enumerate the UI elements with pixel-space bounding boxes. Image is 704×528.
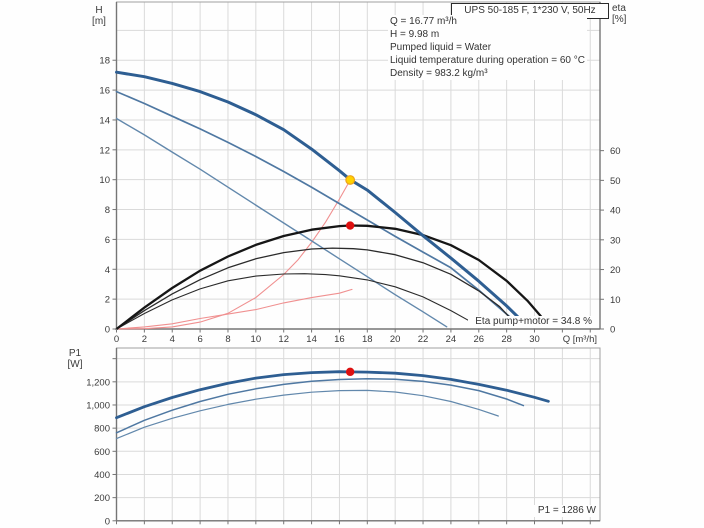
y-tick-label-left: 14 [99,115,110,126]
x-tick-label: 12 [278,334,289,345]
y-tick-label-right: 60 [610,146,621,157]
p1-axis-label-unit: [W] [67,359,83,370]
duty-point-p1 [345,367,355,377]
x-tick-label: 26 [473,334,484,345]
eta-axis-label-symbol: eta [612,3,626,14]
x-axis-unit-label: Q [m³/h] [563,334,597,345]
p1-curve-speed1 [115,389,499,440]
x-tick-label: 24 [446,334,457,345]
y-tick-label-left: 12 [99,145,110,156]
p1-value-annotation: P1 = 1286 W [528,505,598,517]
eta-value-annotation: Eta pump+motor = 34.8 % [468,316,594,328]
system-curve [115,179,351,330]
eta-axis-label-unit: [%] [612,14,627,25]
pump-curve-speed2 [115,90,522,327]
y-tick-label-right: 20 [610,265,621,276]
plot-border [116,347,601,522]
eta-curve-speed3 [115,224,545,331]
x-tick-label: 28 [501,334,512,345]
x-tick-label: 6 [197,334,202,345]
duty-point-eta [345,221,355,230]
info-line-temperature: Liquid temperature during operation = 60… [390,55,585,66]
y-tick-label-right: 50 [610,176,621,187]
duty-point-info-panel: Q = 16.77 m³/h H = 9.98 m Pumped liquid … [388,15,587,80]
x-tick-label: 20 [390,334,401,345]
p1-curve-speed3 [115,370,550,420]
p1-axis-label: P1 [W] [60,348,90,370]
h-axis-label-symbol: H [95,5,103,16]
p1-axis-label-symbol: P1 [68,348,82,359]
h-axis-label: H [m] [84,5,114,27]
y-tick-label-left: 0 [105,516,110,527]
y-tick-label-left: 8 [105,205,110,216]
x-tick-label: 18 [362,334,373,345]
x-tick-label: 0 [114,334,119,345]
p1-curve-speed2 [115,377,525,434]
x-tick-label: 30 [529,334,540,345]
x-tick-label: 16 [334,334,345,345]
y-tick-label-right: 0 [610,325,615,336]
x-tick-label: 4 [170,334,175,345]
duty-point-qh [345,175,356,185]
y-tick-label-left: 4 [105,265,110,276]
y-tick-label-left: 200 [94,493,110,504]
y-tick-label-left: 400 [94,470,110,481]
h-axis-label-unit: [m] [92,16,106,27]
info-line-density: Density = 983.2 kg/m³ [390,68,488,79]
info-line-liquid: Pumped liquid = Water [390,42,492,53]
eta-curve-speed1 [115,273,470,330]
x-tick-label: 22 [418,334,429,345]
p1-chart-canvas: 0 200 400 600 800 1,000 1,200 [86,347,601,527]
y-tick-label-right: 30 [610,235,621,246]
y-tick-label-left: 1,200 [86,377,110,388]
pump-curve-speed3 [115,70,525,324]
y-tick-label-left: 6 [105,235,110,246]
pump-curve-speed1 [115,117,448,328]
y-tick-label-left: 800 [94,424,110,435]
info-line-head: H = 9.98 m [390,29,440,40]
x-tick-label: 2 [142,334,147,345]
y-tick-label-left: 1,000 [86,400,110,411]
y-tick-label-left: 10 [99,175,110,186]
eta-axis-label: eta [%] [612,3,642,25]
y-tick-label-right: 40 [610,206,621,217]
eta-curve-speed2 [115,247,512,330]
y-tick-label-left: 0 [105,325,110,336]
y-tick-label-left: 16 [99,86,110,97]
y-tick-label-left: 2 [105,295,110,306]
info-line-flow: Q = 16.77 m³/h [390,16,457,27]
x-tick-label: 10 [251,334,262,345]
x-tick-label: 8 [225,334,230,345]
qh-eta-chart-canvas: 0 2 4 6 8 10 12 14 16 18 20 22 24 26 28 30 Q [m³/h]02468… [99,1,621,345]
x-tick-label: 14 [306,334,317,345]
y-tick-label-left: 600 [94,447,110,458]
system-curve-low [115,288,353,330]
y-tick-label-left: 18 [99,56,110,67]
y-tick-label-right: 10 [610,295,621,306]
